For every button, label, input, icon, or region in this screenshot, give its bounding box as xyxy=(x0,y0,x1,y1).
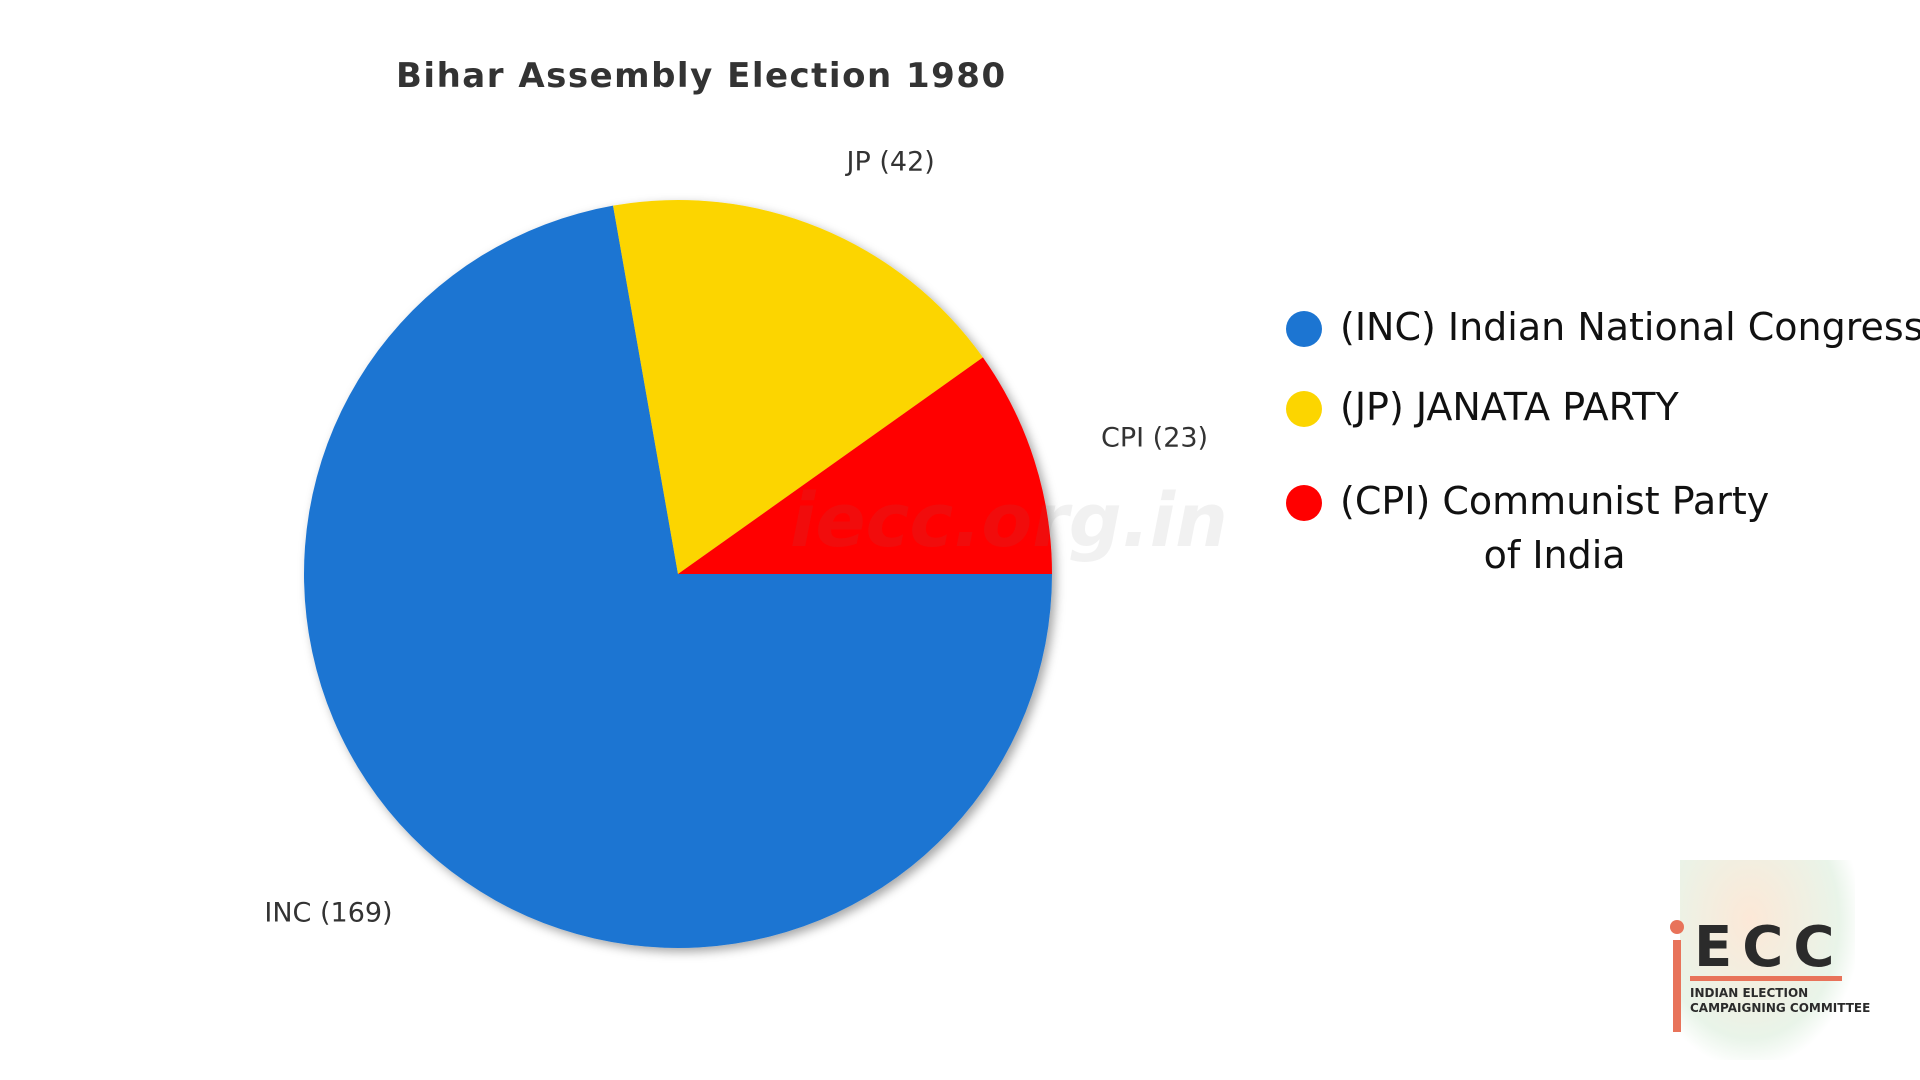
logo-i-dot xyxy=(1670,920,1684,934)
iecc-logo: ECC INDIAN ELECTION CAMPAIGNING COMMITTE… xyxy=(1660,860,1880,1060)
legend-label-cpi-line-2: of India xyxy=(1483,533,1626,577)
pie-slice-cpi xyxy=(678,357,1052,574)
legend-label-cpi-line-1: (CPI) Communist Party xyxy=(1340,479,1770,523)
logo-map-background xyxy=(1680,860,1855,1060)
slice-label-inc: INC (169) xyxy=(264,898,392,929)
legend-label-jp: (JP) JANATA PARTY xyxy=(1340,385,1679,429)
slice-label-jp: JP (42) xyxy=(845,147,935,178)
legend-item-jp: (JP) JANATA PARTY xyxy=(1286,380,1679,434)
legend-dot-jp xyxy=(1286,391,1322,427)
logo-subtitle: INDIAN ELECTION CAMPAIGNING COMMITTEE xyxy=(1690,986,1870,1016)
legend-item-cpi: (CPI) Communist Party of India xyxy=(1286,474,1769,582)
legend-item-inc: (INC) Indian National Congress xyxy=(1286,300,1920,354)
logo-rule xyxy=(1690,976,1842,981)
chart-title: Bihar Assembly Election 1980 xyxy=(396,56,1007,96)
logo-i-bar xyxy=(1673,940,1681,1032)
slice-label-cpi: CPI (23) xyxy=(1101,423,1208,454)
logo-subtitle-line-1: INDIAN ELECTION xyxy=(1690,986,1809,1000)
legend-dot-inc xyxy=(1286,311,1322,347)
legend-label-inc: (INC) Indian National Congress xyxy=(1340,305,1920,349)
logo-subtitle-line-2: CAMPAIGNING COMMITTEE xyxy=(1690,1001,1871,1015)
pie-slice-jp xyxy=(613,199,983,574)
watermark: iecc.org.in xyxy=(790,478,1228,564)
legend-label-cpi: (CPI) Communist Party of India xyxy=(1340,474,1769,582)
logo-letters: ECC xyxy=(1694,915,1845,980)
pie-slice-inc xyxy=(304,205,1052,949)
legend-dot-cpi xyxy=(1286,485,1322,521)
